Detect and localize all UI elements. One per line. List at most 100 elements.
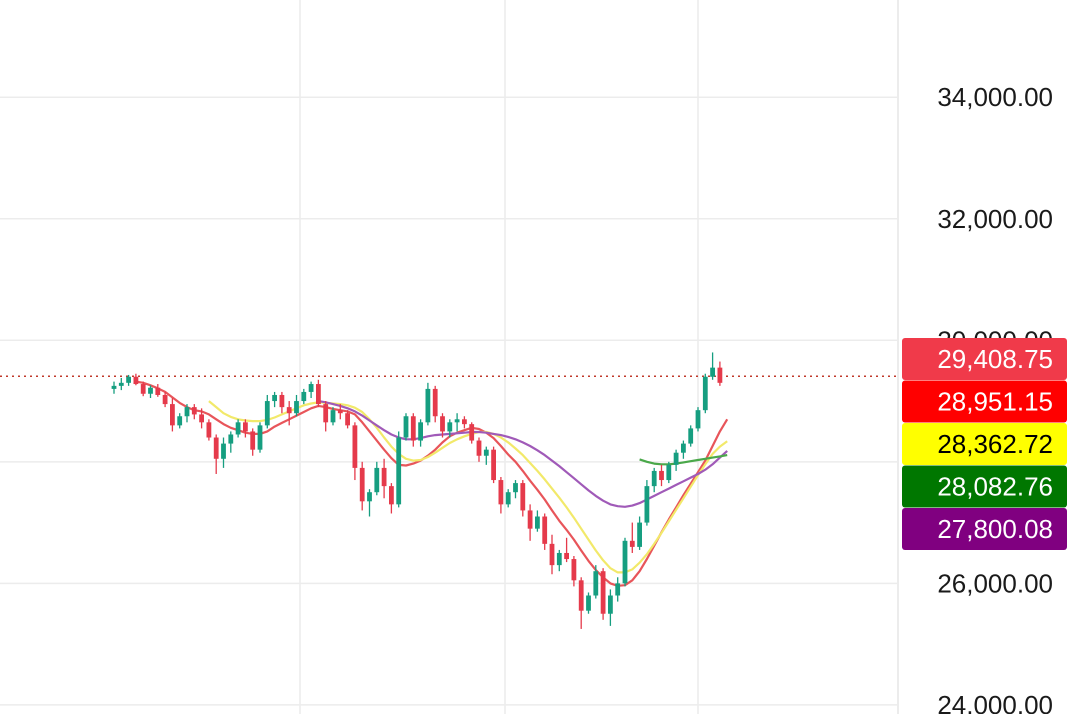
candle-body [702,376,708,411]
y-tick-label: 34,000.00 [937,82,1053,112]
candle [600,568,606,620]
candle-body [629,540,635,547]
candle-body [228,434,234,444]
candle [454,413,460,432]
price-tag-label: 28,082.76 [937,472,1053,502]
moving-average-line [135,380,729,587]
grid-lines [0,0,899,714]
candle-body [578,580,584,611]
candle [622,537,628,587]
candle [644,480,650,526]
candle [140,381,146,397]
candle-body [564,552,569,560]
candle-body [257,425,263,450]
candle-body [666,464,672,481]
candle [279,391,285,414]
price-tag-bg [902,508,1067,550]
candle [571,556,577,587]
candle [148,385,153,399]
candles [111,352,723,629]
candle-body [221,443,226,459]
candle-body [673,452,679,465]
candle-body [637,522,642,547]
candle-body [520,483,526,511]
candle-body [126,376,131,383]
candle [286,401,292,426]
candle-body [476,440,482,456]
candle [483,446,489,465]
candle [549,534,555,575]
candle [403,413,409,441]
candle [432,385,438,423]
candle-body [294,401,299,414]
candle [462,416,467,429]
candle [199,408,204,429]
candle-body [264,401,270,426]
candle [264,394,270,429]
candle [337,404,343,420]
candle-body [286,407,292,414]
candle-body [542,516,548,544]
candle [717,361,723,386]
candle-body [272,394,277,402]
candle [527,504,533,541]
candle-body [396,437,402,505]
candle-body [651,470,657,487]
candle [308,381,314,399]
candle [396,431,402,508]
candle [629,522,635,553]
candle [615,577,621,602]
price-tag-label: 28,951.15 [937,387,1053,417]
candle-body [608,595,613,614]
candle [542,513,548,550]
candle [301,388,307,405]
candle [155,384,161,397]
y-tick-label: 32,000.00 [937,204,1053,234]
candle-body [418,422,423,441]
price-tag: 28,362.72 [902,423,1067,465]
candle-body [425,388,431,423]
candle-body [710,367,715,377]
candle [126,374,131,386]
candle [367,489,372,517]
candle-body [243,422,248,432]
candle-body [359,467,365,502]
candle-body [148,387,153,394]
candle [184,404,190,423]
candle [688,425,694,447]
candle-body [111,385,117,389]
candle [476,437,482,462]
candle-body [330,410,336,423]
candle [681,440,686,459]
candle-body [586,595,591,611]
candle [133,373,139,386]
candle-body [659,470,664,481]
candle-body [556,552,562,566]
candle [352,422,358,481]
candle-body [323,404,329,423]
candle [425,382,431,426]
candle [359,461,365,511]
candle [578,577,584,629]
price-tag: 29,408.75 [902,338,1067,380]
candle [111,381,117,394]
candle [316,379,321,408]
candle [702,373,708,414]
candle [213,434,219,474]
candle-body [432,388,438,417]
candle [243,419,248,438]
candle [410,413,416,447]
moving-average-line [208,400,728,574]
candle-body [235,422,241,435]
candle-body [535,516,540,529]
y-tick-label: 24,000.00 [937,690,1053,714]
candle-body [345,413,350,426]
candle [593,565,599,599]
candle [294,394,299,417]
candle-body [184,407,190,417]
candle [564,537,569,563]
price-tag: 28,951.15 [902,380,1067,423]
candle-body [199,414,204,423]
candle-body [308,384,314,392]
